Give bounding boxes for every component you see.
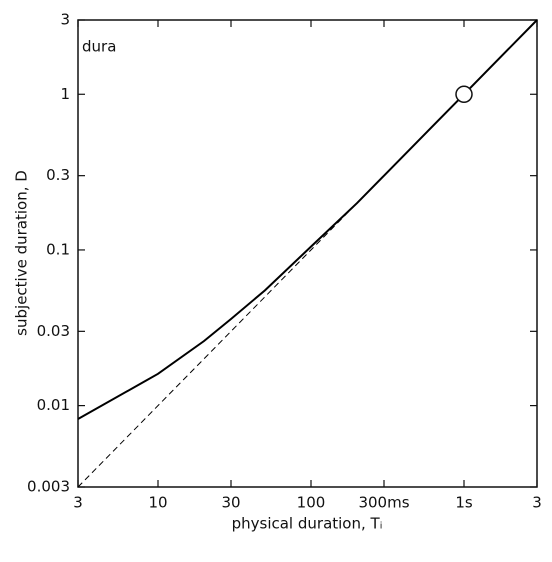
y-tick-label: 3 (60, 11, 70, 29)
x-tick-label: 10 (148, 494, 167, 512)
y-tick-label: 1 (60, 85, 70, 103)
y-tick-label: 0.01 (37, 396, 70, 414)
x-axis-label: physical duration, Tᵢ (232, 515, 383, 533)
y-tick-label: 0.1 (46, 240, 70, 258)
y-tick-label: 0.3 (46, 166, 70, 184)
annotation: dura (82, 38, 116, 56)
curve (77, 19, 538, 420)
marker (455, 85, 473, 104)
plot-frame (77, 19, 538, 488)
x-tick-label: 300ms (358, 494, 409, 512)
x-tick-label: 100 (297, 494, 326, 512)
x-tick-label: 1s (455, 494, 473, 512)
x-tick-label: 3 (73, 494, 83, 512)
y-tick-label: 0.003 (27, 478, 70, 496)
x-tick-label: 30 (221, 494, 240, 512)
y-axis-label: subjective duration, D (13, 170, 31, 336)
y-tick-label: 0.03 (37, 322, 70, 340)
x-tick-label: 3 (532, 494, 542, 512)
